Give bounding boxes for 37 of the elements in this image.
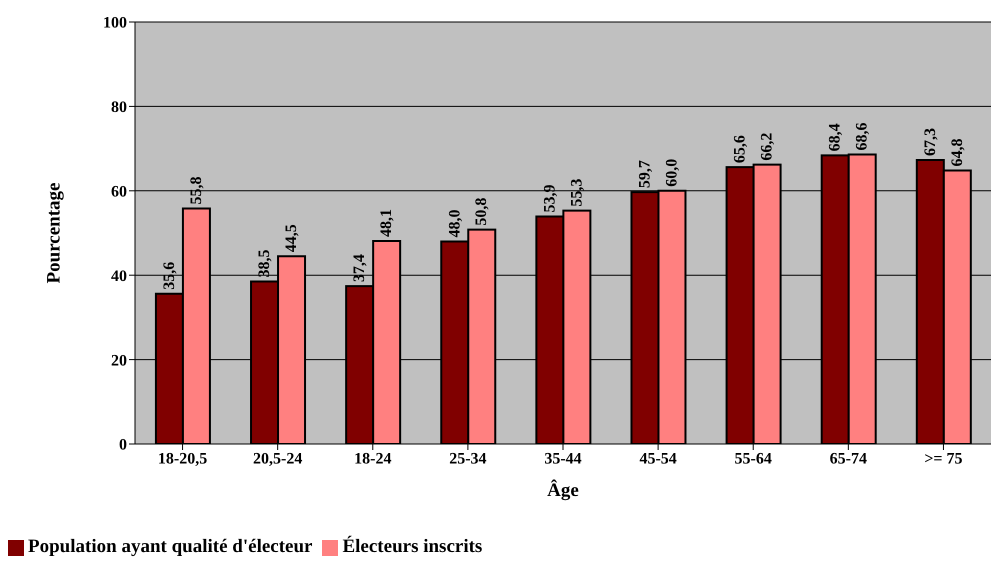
data-label: 64,8	[948, 138, 966, 167]
data-label: 60,0	[663, 158, 680, 187]
y-tick-label: 0	[119, 436, 127, 454]
y-tick-label: 60	[111, 183, 127, 200]
data-label: 68,4	[826, 123, 844, 152]
legend-label: Population ayant qualité d'électeur	[28, 536, 312, 557]
x-tick-label: 18-24	[354, 450, 392, 468]
data-label: 48,0	[446, 209, 464, 238]
data-label: 65,6	[732, 135, 749, 164]
data-label: 38,5	[256, 250, 274, 278]
x-tick-label: 65-74	[830, 450, 867, 468]
y-tick-label: 20	[111, 352, 127, 370]
x-axis-title: Âge	[547, 479, 579, 501]
data-label: 66,2	[758, 132, 776, 161]
x-tick-label: 25-34	[449, 450, 487, 468]
legend-label: Électeurs inscrits	[342, 536, 482, 557]
x-tick-label: 18-20,5	[158, 450, 208, 468]
y-axis-title: Pourcentage	[44, 182, 65, 284]
x-tick-label: 55-64	[734, 450, 772, 468]
data-label: 68,6	[854, 122, 871, 151]
data-label: 37,4	[351, 254, 368, 282]
data-label: 67,3	[922, 128, 939, 156]
data-label: 44,5	[283, 224, 300, 252]
data-label: 55,8	[188, 176, 205, 205]
data-label: 53,9	[541, 184, 558, 213]
data-label: 50,8	[473, 198, 490, 226]
data-label: 55,3	[568, 178, 586, 207]
data-label: 35,6	[160, 262, 178, 290]
x-tick-label: 20,5-24	[253, 450, 302, 468]
x-tick-label: >= 75	[924, 450, 963, 468]
y-tick-label: 80	[111, 99, 127, 116]
x-tick-label: 45-54	[639, 450, 677, 468]
data-label: 59,7	[636, 160, 654, 188]
x-tick-label: 35-44	[544, 450, 582, 468]
y-tick-label: 40	[111, 268, 127, 285]
y-tick-label: 100	[103, 14, 127, 32]
data-label: 48,1	[378, 209, 396, 238]
